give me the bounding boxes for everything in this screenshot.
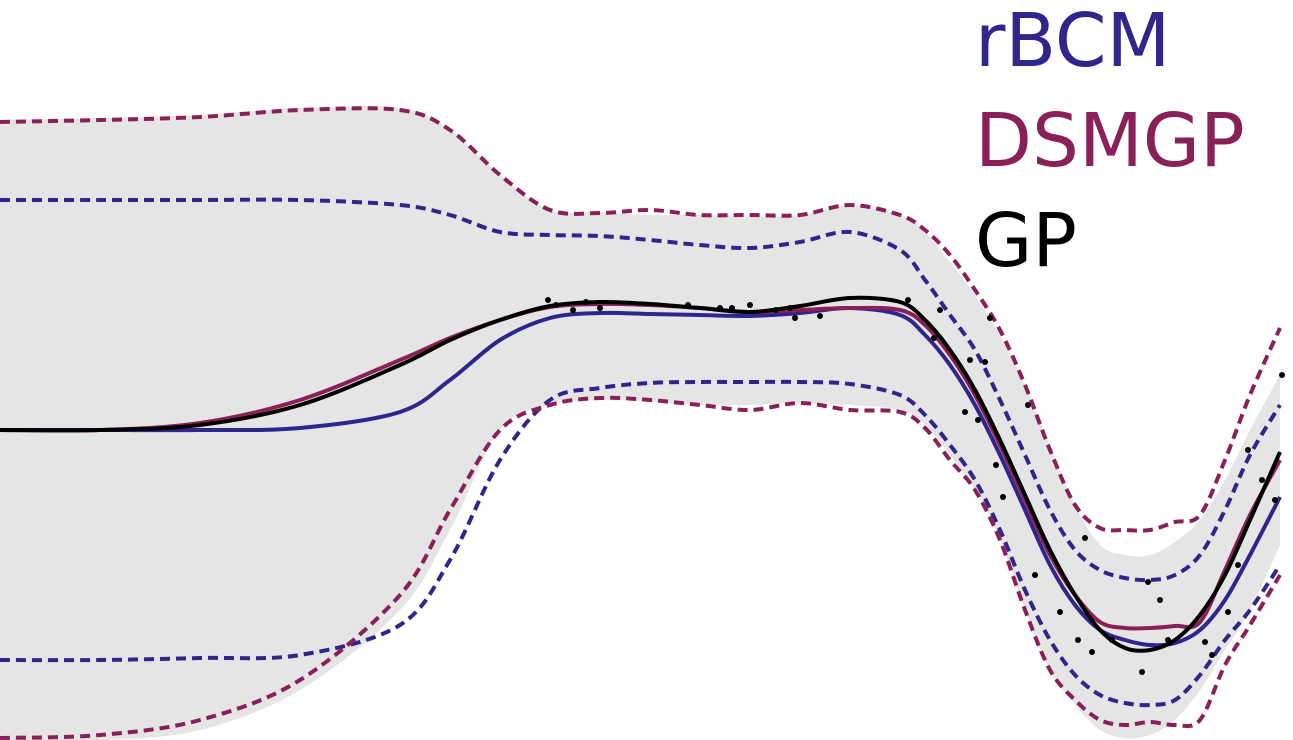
data-point	[717, 305, 723, 311]
data-point	[1089, 649, 1095, 655]
mean-line	[0, 301, 1282, 631]
data-point	[1157, 597, 1163, 603]
data-point	[1139, 669, 1145, 675]
data-point	[685, 302, 691, 308]
data-point	[1109, 637, 1115, 643]
data-point	[1165, 637, 1171, 643]
legend-label: GP	[975, 198, 1077, 284]
data-point	[982, 359, 988, 365]
legend-label: DSMGP	[975, 98, 1245, 184]
data-point	[1057, 609, 1063, 615]
data-point	[905, 297, 911, 303]
bound-line	[0, 197, 1282, 583]
data-point	[1209, 652, 1215, 658]
data-point	[1082, 535, 1088, 541]
data-point	[1225, 609, 1231, 615]
data-point	[1075, 637, 1081, 643]
legend-label: rBCM	[975, 0, 1170, 84]
data-point	[937, 307, 943, 313]
bound-line	[0, 395, 1282, 740]
data-point	[987, 315, 993, 321]
data-point	[553, 302, 559, 308]
data-point	[975, 417, 981, 423]
data-point	[967, 357, 973, 363]
confidence-band	[0, 106, 1280, 740]
data-point	[1032, 572, 1038, 578]
data-point	[583, 299, 589, 305]
data-point	[1245, 447, 1251, 453]
data-point	[729, 305, 735, 311]
data-point	[1025, 402, 1031, 408]
data-point	[1259, 477, 1265, 483]
data-point	[773, 307, 779, 313]
bound-line	[0, 379, 1282, 708]
data-point	[787, 305, 793, 311]
mean-line	[0, 305, 1282, 648]
data-point	[747, 302, 753, 308]
data-point	[792, 315, 798, 321]
data-point	[1272, 497, 1278, 503]
data-point	[931, 335, 937, 341]
data-point	[1202, 639, 1208, 645]
data-point	[545, 297, 551, 303]
data-point	[817, 313, 823, 319]
data-point	[993, 462, 999, 468]
data-point	[1000, 494, 1006, 500]
bound-line	[0, 106, 1282, 533]
data-point	[1145, 579, 1151, 585]
data-point	[1279, 372, 1285, 378]
data-point	[962, 409, 968, 415]
data-point	[597, 305, 603, 311]
data-point	[1235, 562, 1241, 568]
data-point	[570, 307, 576, 313]
mean-line	[0, 295, 1282, 653]
